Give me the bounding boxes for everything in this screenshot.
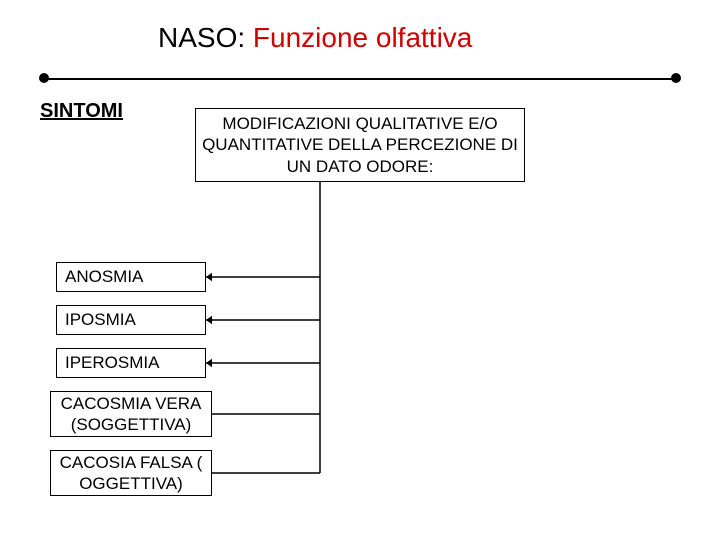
- leaf-box-anosmia: ANOSMIA: [56, 262, 206, 292]
- root-box: MODIFICAZIONI QUALITATIVE E/O QUANTITATI…: [195, 108, 525, 182]
- leaf-box-iposmia: IPOSMIA: [56, 305, 206, 335]
- section-label: SINTOMI: [40, 100, 123, 123]
- leaf-box-cacosia-falsa: CACOSIA FALSA ( OGGETTIVA): [50, 450, 212, 496]
- rule-dot-right: [671, 73, 681, 83]
- title-suffix: Funzione olfattiva: [253, 22, 472, 53]
- diagram-stage: NASO: Funzione olfattiva SINTOMI MODIFIC…: [0, 0, 720, 540]
- title-rule: [44, 78, 676, 80]
- leaf-box-cacosmia-vera: CACOSMIA VERA (SOGGETTIVA): [50, 391, 212, 437]
- title-prefix: NASO:: [158, 22, 253, 53]
- rule-dot-left: [39, 73, 49, 83]
- leaf-box-iperosmia: IPEROSMIA: [56, 348, 206, 378]
- slide-title: NASO: Funzione olfattiva: [158, 22, 472, 54]
